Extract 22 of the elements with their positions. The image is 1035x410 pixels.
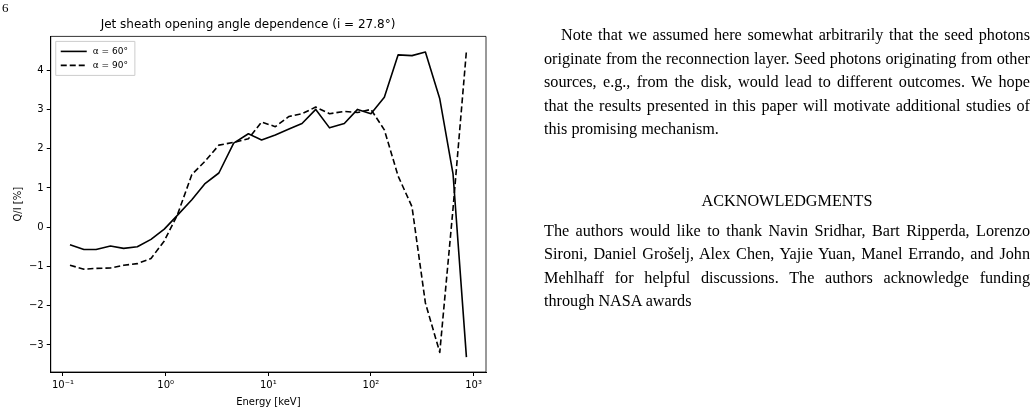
legend-label: α = 90° — [92, 59, 128, 70]
text: 6 — [2, 0, 9, 16]
y-tick-label: −2 — [28, 299, 44, 311]
x-tick-label: 10⁰ — [157, 378, 175, 390]
y-tick-label: 3 — [37, 103, 44, 114]
y-axis-title: Q/I [%] — [11, 186, 23, 222]
text: ACKNOWLEDGMENTS — [700, 190, 874, 212]
y-tick-label: 1 — [37, 181, 44, 193]
text: The authors would like to thank Navin Sridhar, Bart Ripperda, Lorenzo Sironi, Daniel Grošelj, Alex Chen, Yajie Yuan, Manel Errando, and John Mehlhaff for helpful discussions. The authors acknowledge funding through NASA awards — [544, 220, 1030, 313]
x-axis-title: Energy [keV] — [236, 395, 301, 407]
y-tick-label: −3 — [28, 338, 44, 350]
y-tick-label: 4 — [37, 63, 44, 75]
x-tick-label: 10¹ — [259, 378, 277, 390]
y-tick-label: 2 — [37, 142, 44, 154]
y-tick-label: 0 — [37, 220, 44, 232]
y-tick-label: −1 — [28, 260, 44, 272]
x-tick-label: 10² — [362, 378, 380, 390]
text: Note that we assumed here somewhat arbitrarily that the seed photons originate from the reconnection layer. Seed photons originating from other sources, e.g., from the disk, would lead to different outcomes. We hope that the results presented in this paper will motivate additional studies of this promising mechanism. — [544, 25, 1030, 141]
x-tick-label: 10³ — [465, 378, 482, 390]
chart-title: Jet sheath opening angle dependence (i = 27.8°) — [99, 17, 396, 32]
legend-label: α = 60° — [92, 45, 128, 56]
x-tick-label: 10⁻¹ — [51, 378, 74, 390]
